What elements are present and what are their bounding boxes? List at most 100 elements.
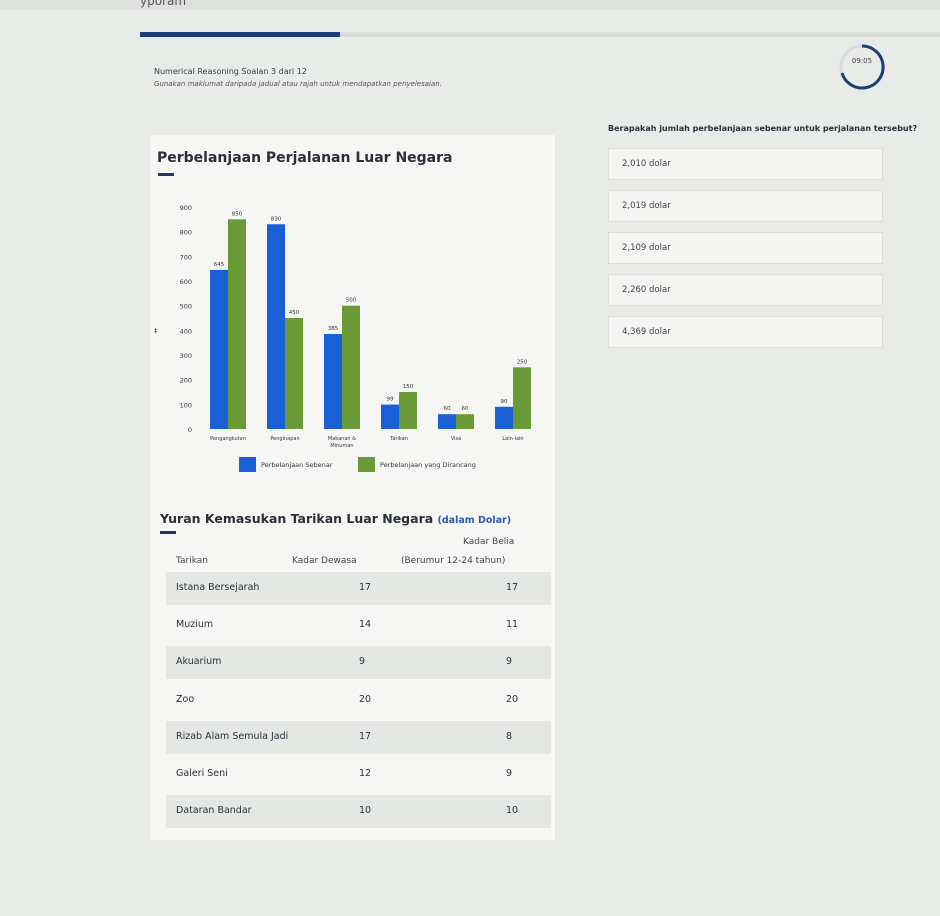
bar-value-label: 830: [271, 216, 282, 222]
bar-value-label: 60: [462, 406, 469, 412]
bar-value-label: 99: [387, 397, 394, 403]
table-subtitle: (dalam Dolar): [437, 515, 512, 526]
cell-attraction: Istana Bersejarah: [176, 582, 260, 593]
answer-option-label: 2,019 dolar: [622, 201, 671, 211]
table-row: Dataran Bandar 10 10: [166, 795, 551, 829]
y-tick-label: 200: [180, 377, 192, 385]
answer-option-2[interactable]: 2,019 dolar: [608, 190, 883, 222]
y-tick-label: 100: [180, 401, 192, 409]
chart-title: Perbelanjaan Perjalanan Luar Negara: [157, 150, 453, 166]
bar-value-label: 385: [328, 326, 339, 332]
table-header-attraction: Tarikan: [176, 556, 208, 566]
y-tick-label: 800: [180, 229, 192, 237]
legend-swatch-planned: [358, 457, 375, 472]
cell-attraction: Rizab Alam Semula Jadi: [176, 730, 289, 742]
x-category-label: Minuman: [330, 443, 353, 449]
cell-adult-rate: 17: [359, 730, 372, 742]
instruction-text: Gunakan maklumat daripada jadual atau ra…: [154, 80, 442, 88]
bar-value-label: 850: [232, 211, 243, 217]
bar-chart: 0 100 200 300 400 500 600 700 800 900 ‡ 645 850 Penga…: [154, 204, 531, 472]
progress-track: [140, 32, 940, 37]
y-tick-label: 600: [180, 278, 192, 286]
bar-planned: [228, 219, 246, 429]
timer-ring-icon: [839, 44, 885, 90]
title-accent: [158, 173, 174, 176]
progress-bar: [140, 32, 340, 37]
cell-adult-rate: 14: [359, 619, 372, 631]
top-strip: [0, 0, 940, 10]
cell-adult-rate: 17: [359, 582, 372, 593]
cell-adult-rate: 9: [359, 656, 366, 668]
cell-attraction: Dataran Bandar: [176, 805, 252, 817]
bar-actual: [267, 224, 285, 429]
answer-option-label: 4,369 dolar: [622, 327, 671, 337]
answer-option-label: 2,010 dolar: [622, 159, 671, 169]
bar-actual: [495, 406, 513, 429]
answer-option-label: 2,109 dolar: [622, 243, 671, 253]
y-tick-label: 500: [180, 303, 192, 311]
bar-value-label: 150: [403, 384, 414, 390]
y-tick-label: 300: [180, 352, 192, 360]
cell-attraction: Akuarium: [176, 656, 222, 668]
table-header-adult: Kadar Dewasa: [292, 556, 357, 566]
table-title-text: Yuran Kemasukan Tarikan Luar Negara: [160, 511, 434, 526]
bar-planned: [399, 392, 417, 429]
answer-option-label: 2,260 dolar: [622, 285, 671, 295]
question-text: Berapakah jumlah perbelanjaan sebenar un…: [608, 124, 918, 133]
x-category-label: Lain-lain: [502, 436, 523, 442]
cell-youth-rate: 8: [506, 730, 513, 742]
cell-youth-rate: 10: [506, 805, 519, 817]
bar-value-label: 450: [289, 310, 300, 316]
cell-adult-rate: 20: [359, 693, 372, 705]
answer-option-1[interactable]: 2,010 dolar: [608, 148, 883, 180]
question-counter: Numerical Reasoning Soalan 3 dari 12: [154, 67, 307, 76]
table-header-youth: Kadar Belia: [463, 537, 515, 547]
table-row: Rizab Alam Semula Jadi 17 8: [166, 720, 551, 754]
table-row: Muzium 14 11: [166, 609, 551, 642]
title-accent: [160, 531, 176, 534]
cell-youth-rate: 9: [506, 768, 513, 779]
cell-attraction: Galeri Seni: [176, 768, 228, 779]
cell-youth-rate: 11: [506, 619, 519, 631]
x-category-label: Penginapan: [270, 436, 299, 442]
bar-actual: [438, 414, 456, 429]
bar-value-label: 60: [444, 406, 451, 412]
table-row: Galeri Seni 12 9: [166, 758, 551, 791]
bar-actual: [381, 404, 399, 429]
bar-planned: [285, 318, 303, 429]
table-row: Akuarium 9 9: [166, 646, 551, 680]
bar-value-label: 250: [517, 359, 528, 365]
table-title: Yuran Kemasukan Tarikan Luar Negara (dal…: [160, 511, 511, 526]
cell-attraction: Muzium: [176, 619, 214, 631]
bar-value-label: 645: [214, 262, 225, 268]
x-category-label: Pengangkutan: [210, 436, 246, 442]
answer-option-5[interactable]: 4,369 dolar: [608, 316, 883, 348]
x-category-label: Makanan &: [328, 436, 356, 442]
answer-option-4[interactable]: 2,260 dolar: [608, 274, 883, 306]
table-header-youth-age: (Berumur 12-24 tahun): [401, 556, 506, 566]
y-tick-label: 0: [188, 426, 192, 434]
table-row: Zoo 20 20: [166, 684, 551, 717]
x-category-label: Tarikan: [389, 436, 408, 442]
bar-value-label: 90: [501, 399, 508, 405]
bar-actual: [210, 269, 228, 429]
bar-actual: [324, 334, 342, 429]
bar-planned: [513, 367, 531, 429]
bar-planned: [342, 305, 360, 429]
top-fragment-text: yporam: [140, 0, 187, 8]
legend-swatch-actual: [239, 457, 256, 472]
table-row: Istana Bersejarah 17 17: [166, 572, 551, 605]
cell-youth-rate: 20: [506, 693, 519, 705]
cell-youth-rate: 17: [506, 582, 519, 593]
y-tick-label: 900: [180, 204, 192, 212]
bar-value-label: 500: [346, 298, 357, 304]
y-tick-label: 700: [180, 253, 192, 261]
y-axis-marker: ‡: [154, 327, 158, 335]
legend-label-planned: Perbelanjaan yang Dirancang: [380, 461, 476, 469]
timer-text: 09:05: [851, 57, 873, 65]
cell-adult-rate: 12: [359, 768, 372, 779]
bar-planned: [456, 414, 474, 429]
answer-option-3[interactable]: 2,109 dolar: [608, 232, 883, 264]
cell-attraction: Zoo: [176, 693, 195, 705]
legend-label-actual: Perbelanjaan Sebenar: [261, 461, 333, 469]
